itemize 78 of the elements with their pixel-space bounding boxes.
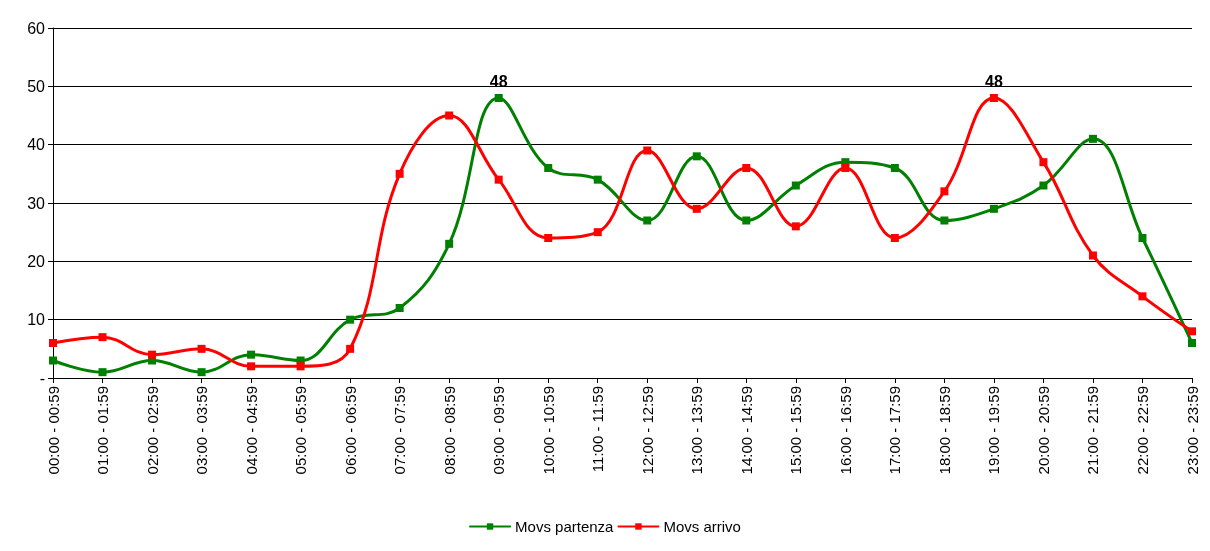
point: [346, 315, 355, 324]
y-tick-label: 60: [27, 19, 46, 37]
x-tick-label: 12:00 - 12:59: [638, 386, 656, 475]
x-tick-label: 20:00 - 20:59: [1034, 386, 1052, 475]
point: [890, 234, 899, 242]
x-tick-label: 10:00 - 10:59: [539, 386, 557, 475]
x-tick-label: 07:00 - 07:59: [391, 386, 409, 475]
point: [247, 362, 256, 371]
x-tick-label: 09:00 - 09:59: [490, 386, 508, 475]
point: [890, 164, 899, 172]
y-tick-label: 20: [27, 252, 46, 270]
point: [742, 164, 751, 172]
x-tick-label: 01:00 - 01:59: [94, 386, 112, 475]
point: [791, 222, 800, 231]
point: [98, 368, 107, 377]
point: [247, 350, 256, 359]
point: [940, 216, 949, 225]
point: [742, 216, 751, 225]
point: [98, 333, 107, 342]
point: [1039, 158, 1048, 167]
point: [49, 356, 57, 365]
point: [445, 111, 454, 120]
point: [148, 350, 157, 359]
x-tick-label: 06:00 - 06:59: [341, 386, 359, 475]
x-tick-label: 23:00 - 23:59: [1183, 386, 1201, 475]
point: [1039, 181, 1048, 190]
x-tick-label: 21:00 - 21:59: [1084, 386, 1102, 475]
legend-label: Movs partenza: [515, 518, 615, 535]
point: [395, 304, 404, 312]
point: [1138, 234, 1147, 242]
point: [841, 164, 850, 172]
point: [593, 228, 602, 237]
point: [197, 368, 206, 377]
point: [544, 234, 553, 242]
point: [494, 175, 503, 184]
x-tick-label: 19:00 - 19:59: [985, 386, 1003, 475]
point: [791, 181, 800, 190]
y-tick-label: 30: [27, 194, 46, 212]
point: [643, 216, 652, 225]
y-tick-label: 10: [27, 311, 46, 329]
y-tick-label: -: [39, 369, 45, 387]
point: [296, 362, 305, 371]
point: [544, 164, 553, 172]
x-tick-label: 15:00 - 15:59: [787, 386, 805, 475]
x-tick-label: 18:00 - 18:59: [935, 386, 953, 475]
point: [445, 239, 454, 248]
point: [940, 187, 949, 196]
x-tick-label: 02:00 - 02:59: [143, 386, 161, 475]
point: [643, 146, 652, 155]
x-tick-label: 04:00 - 04:59: [242, 386, 260, 475]
point: [1088, 134, 1097, 143]
point: [494, 94, 503, 102]
x-tick-label: 00:00 - 00:59: [44, 386, 62, 475]
x-tick-label: 05:00 - 05:59: [292, 386, 310, 475]
legend-label: Movs arrivo: [663, 518, 741, 535]
point: [197, 344, 206, 353]
point: [989, 204, 998, 213]
point: [989, 94, 998, 102]
point: [1188, 339, 1196, 347]
y-tick-label: 40: [27, 136, 46, 154]
point: [1088, 251, 1097, 260]
x-tick-label: 16:00 - 16:59: [836, 386, 854, 475]
x-tick-label: 08:00 - 08:59: [440, 386, 458, 475]
x-tick-label: 14:00 - 14:59: [737, 386, 755, 475]
point: [692, 152, 701, 161]
point: [1138, 292, 1147, 301]
point: [395, 169, 404, 178]
x-tick-label: 17:00 - 17:59: [886, 386, 904, 475]
point: [1188, 327, 1196, 336]
x-tick-label: 11:00 - 11:59: [589, 386, 607, 473]
point: [49, 339, 57, 347]
point: [593, 175, 602, 184]
x-tick-label: 13:00 - 13:59: [688, 386, 706, 475]
x-tick-label: 22:00 - 22:59: [1133, 386, 1151, 475]
y-tick-label: 50: [27, 77, 46, 95]
x-tick-label: 03:00 - 03:59: [193, 386, 211, 475]
point: [346, 344, 355, 353]
point: [692, 204, 701, 213]
